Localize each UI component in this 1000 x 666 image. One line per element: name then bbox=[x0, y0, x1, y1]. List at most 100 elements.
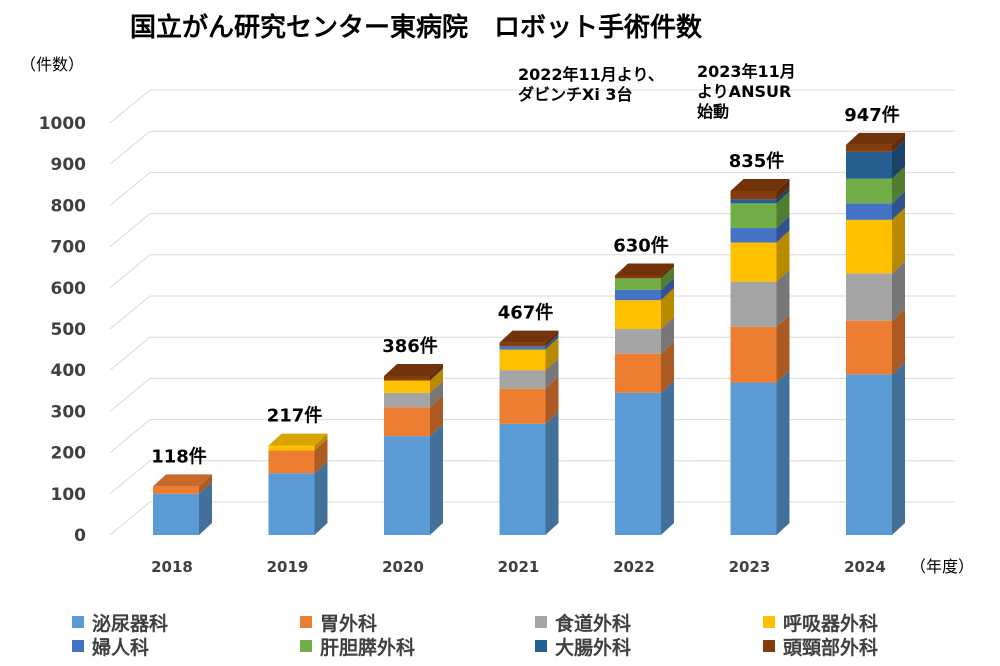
bar-segment bbox=[730, 314, 790, 383]
gridline-side bbox=[109, 378, 151, 412]
bar-front bbox=[499, 349, 546, 371]
bar-segment bbox=[499, 330, 559, 347]
bar-front bbox=[846, 151, 892, 179]
legend-label: 肝胆膵外科 bbox=[320, 636, 415, 659]
legend-swatch bbox=[300, 616, 312, 628]
bar-front bbox=[730, 382, 777, 535]
bar-segment bbox=[615, 266, 674, 290]
bar-side bbox=[892, 261, 905, 321]
bar-segment bbox=[846, 166, 905, 204]
bar-side bbox=[430, 424, 443, 535]
bar-front bbox=[384, 380, 430, 393]
bar-front bbox=[730, 281, 777, 327]
bar-segment bbox=[846, 362, 905, 535]
annotation-2022: 2022年11月より、ダビンチXi 3台 bbox=[518, 65, 664, 104]
bar-side bbox=[430, 363, 443, 381]
gridline-side bbox=[109, 460, 151, 495]
bar-top bbox=[268, 433, 328, 446]
bar-segment bbox=[730, 191, 790, 229]
bar-side bbox=[776, 216, 790, 243]
bar-front bbox=[153, 486, 199, 494]
bar-front bbox=[846, 203, 892, 220]
bar-segment bbox=[384, 363, 443, 381]
bar-top bbox=[499, 330, 559, 343]
gridline-side bbox=[109, 89, 151, 124]
bar-side bbox=[776, 191, 790, 229]
y-tick-label: 500 bbox=[51, 320, 87, 340]
legend-item: 泌尿器科 bbox=[72, 612, 168, 635]
bar-side bbox=[661, 380, 674, 535]
bar-segment bbox=[846, 207, 905, 274]
y-tick-label: 0 bbox=[74, 526, 86, 546]
bar-front bbox=[846, 273, 892, 321]
bar-top bbox=[846, 132, 905, 145]
bar-side bbox=[892, 362, 905, 535]
bar-side bbox=[430, 368, 443, 393]
bar-segment bbox=[268, 461, 328, 535]
bar-segment bbox=[615, 341, 674, 393]
bar-side bbox=[776, 230, 790, 282]
bar-side bbox=[661, 263, 674, 279]
bar-segment bbox=[153, 481, 212, 535]
bar-segment bbox=[384, 424, 443, 535]
bar-stack-2024 bbox=[846, 132, 905, 535]
legend-label: 胃外科 bbox=[320, 612, 377, 635]
bar-stack-2018 bbox=[153, 474, 212, 535]
total-label: 217件 bbox=[267, 405, 323, 427]
bar-segment bbox=[615, 317, 674, 354]
y-axis-ticks: 0 100 200 300 400 500 600 700 800 900 1000 bbox=[39, 114, 86, 546]
bar-front bbox=[384, 407, 430, 437]
gridline-side bbox=[109, 213, 151, 247]
y-tick-label: 200 bbox=[51, 444, 87, 464]
bar-segment bbox=[499, 334, 559, 350]
bar-side bbox=[892, 207, 905, 274]
y-tick-label: 700 bbox=[51, 238, 87, 258]
bar-side bbox=[892, 139, 905, 179]
x-tick-label: 2024 bbox=[844, 558, 886, 576]
total-labels: 118件 217件 386件 467件 630件 835件 947件 bbox=[151, 104, 900, 468]
bar-side bbox=[776, 178, 790, 200]
x-axis-ticks: 2018 2019 2020 2021 2022 2023 2024 bbox=[151, 558, 886, 576]
annotation-line: 2023年11月 bbox=[697, 62, 796, 81]
bar-segment bbox=[846, 308, 905, 375]
total-label: 835件 bbox=[729, 150, 785, 172]
legend-item: 大腸外科 bbox=[535, 636, 631, 659]
annotation-line: 始動 bbox=[697, 102, 729, 121]
bar-front bbox=[730, 326, 777, 383]
bar-side bbox=[892, 166, 905, 204]
bar-segment bbox=[615, 380, 674, 535]
y-tick-label: 1000 bbox=[39, 114, 86, 134]
legend-item: 胃外科 bbox=[300, 612, 377, 635]
total-label: 630件 bbox=[613, 234, 669, 256]
bar-front bbox=[384, 436, 430, 535]
bar-front bbox=[846, 374, 892, 535]
bar-segment bbox=[615, 288, 674, 329]
legend-swatch bbox=[72, 616, 84, 628]
bar-segment bbox=[268, 438, 328, 474]
bar-stack-2022 bbox=[615, 263, 674, 535]
bar-segment bbox=[730, 178, 790, 200]
bar-segment bbox=[384, 368, 443, 393]
bar-front bbox=[499, 346, 546, 350]
bar-front bbox=[268, 473, 315, 535]
x-tick-label: 2022 bbox=[613, 558, 655, 576]
bar-side bbox=[430, 395, 443, 437]
legend-label: 呼吸器外科 bbox=[783, 612, 878, 635]
y-tick-label: 900 bbox=[51, 155, 87, 175]
y-tick-label: 400 bbox=[51, 361, 87, 381]
total-label: 118件 bbox=[151, 445, 207, 467]
bar-side bbox=[199, 474, 212, 494]
x-tick-label: 2020 bbox=[382, 558, 424, 576]
bar-top bbox=[730, 178, 790, 191]
total-label: 947件 bbox=[844, 104, 900, 126]
bar-segment bbox=[730, 230, 790, 282]
legend-label: 泌尿器科 bbox=[92, 612, 168, 635]
bar-segment bbox=[846, 261, 905, 321]
bar-side bbox=[892, 308, 905, 375]
x-axis-unit-label: （年度） bbox=[910, 557, 974, 576]
gridline-side bbox=[109, 501, 151, 536]
bar-segment bbox=[615, 263, 674, 279]
